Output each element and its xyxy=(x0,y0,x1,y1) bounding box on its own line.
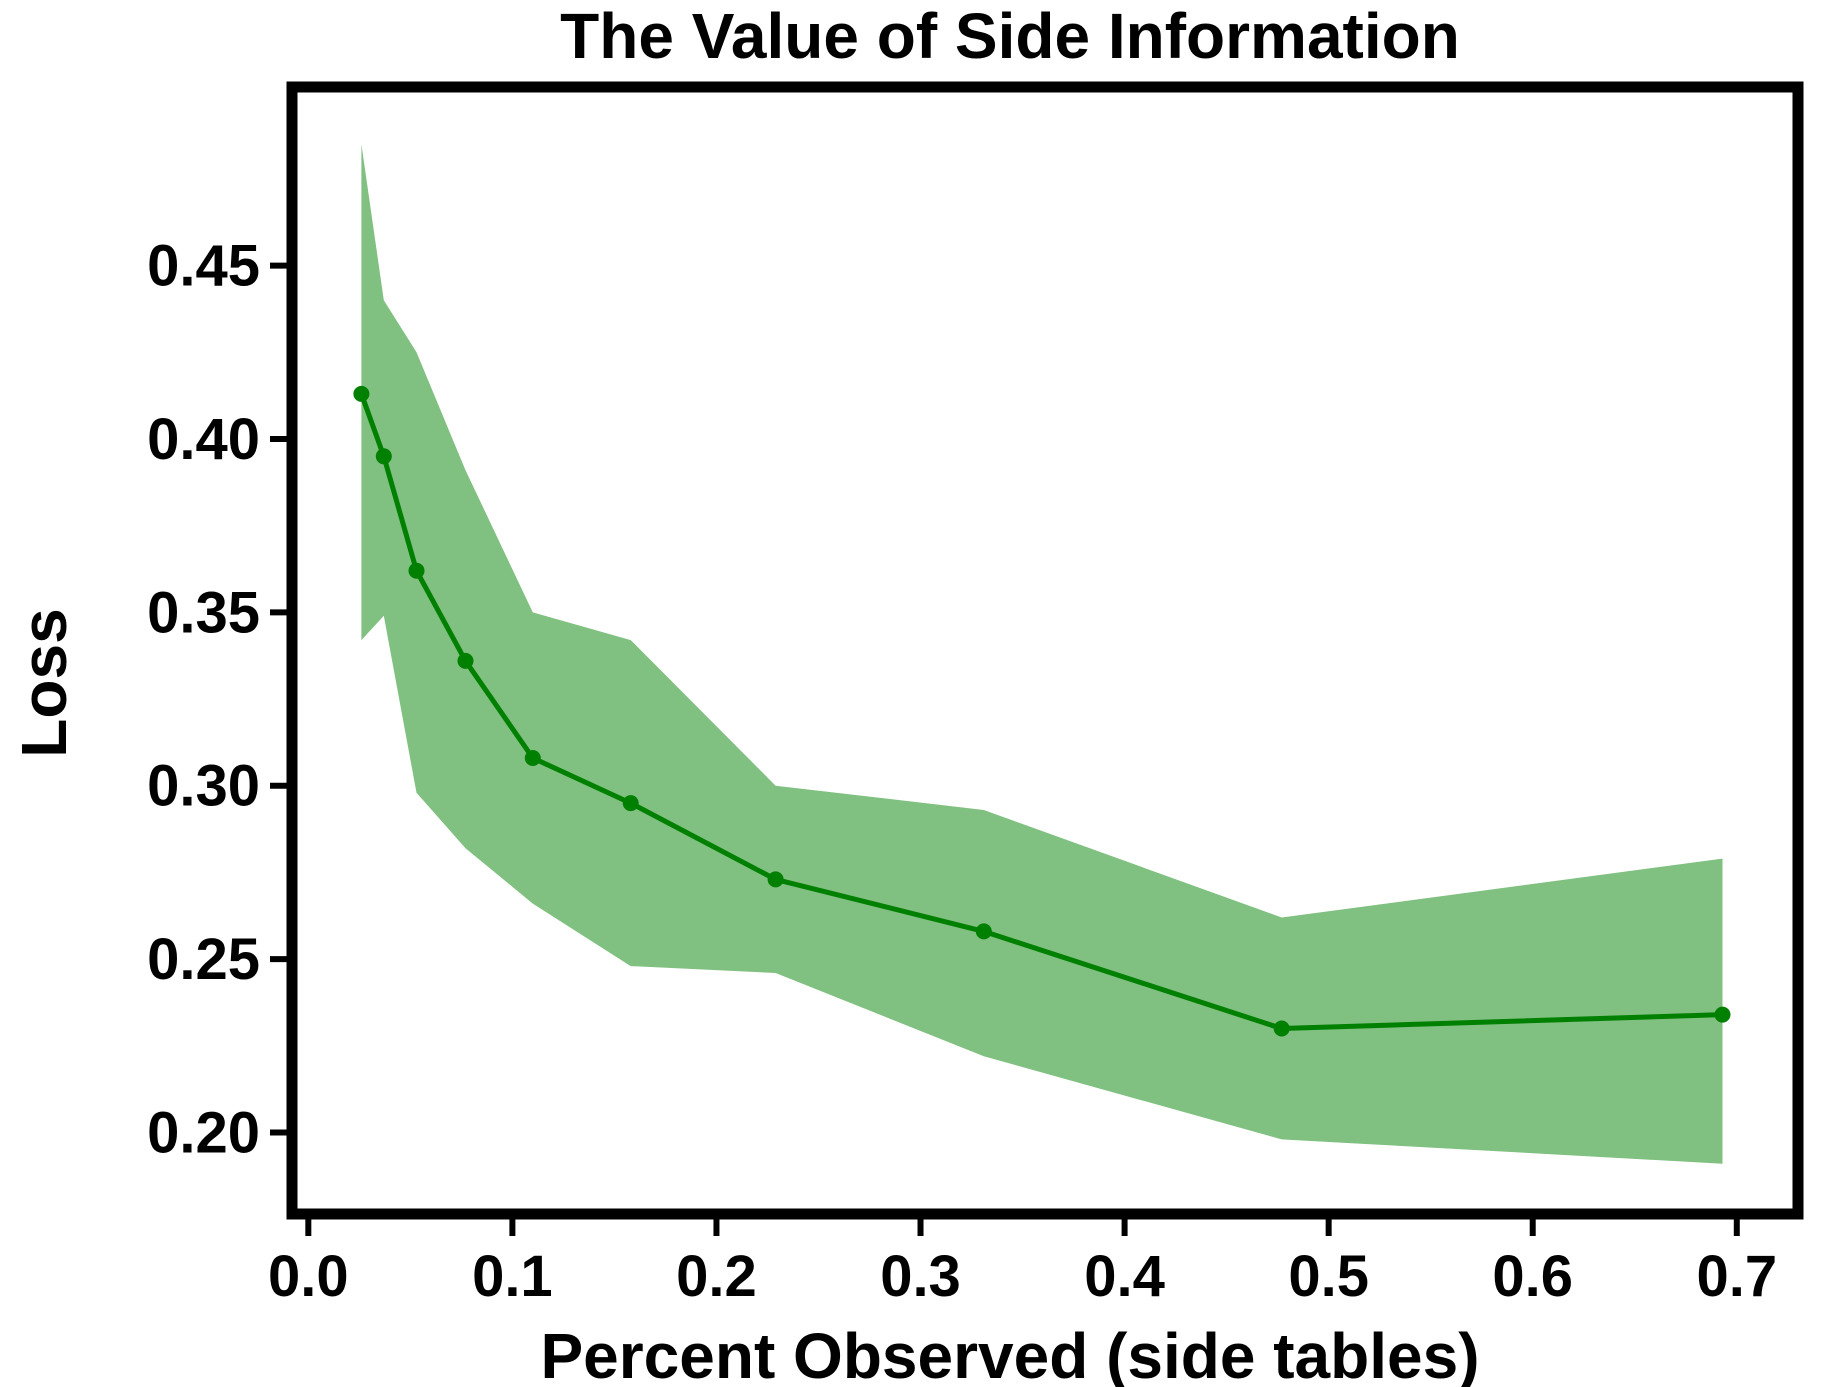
data-point xyxy=(1273,1020,1290,1037)
data-point xyxy=(975,923,992,940)
series-line xyxy=(359,393,1723,1031)
x-tick-label: 0.2 xyxy=(676,1244,757,1309)
x-tick-label: 0.6 xyxy=(1492,1244,1573,1309)
data-point xyxy=(457,652,474,669)
data-point xyxy=(767,871,784,888)
confidence-band xyxy=(361,144,1723,1164)
y-tick-label: 0.30 xyxy=(147,754,260,819)
data-point xyxy=(622,795,639,812)
data-point xyxy=(408,562,425,579)
x-tick-label: 0.4 xyxy=(1084,1244,1165,1309)
chart-title: The Value of Side Information xyxy=(560,0,1460,72)
y-tick-label: 0.45 xyxy=(147,234,260,299)
data-point xyxy=(375,448,392,465)
x-axis: 0.0 0.1 0.2 0.3 0.4 0.5 0.6 0.7 xyxy=(268,1219,1777,1309)
x-tick-label: 0.5 xyxy=(1288,1244,1369,1309)
y-tick-label: 0.20 xyxy=(147,1101,260,1166)
x-axis-label: Percent Observed (side tables) xyxy=(540,1320,1479,1387)
x-tick-label: 0.7 xyxy=(1696,1244,1777,1309)
plot-area xyxy=(353,144,1731,1164)
x-tick-label: 0.1 xyxy=(472,1244,553,1309)
x-tick-label: 0.0 xyxy=(268,1244,349,1309)
y-tick-label: 0.35 xyxy=(147,580,260,645)
y-axis: 0.20 0.25 0.30 0.35 0.40 0.45 xyxy=(147,234,287,1166)
x-tick-label: 0.3 xyxy=(880,1244,961,1309)
y-axis-label: Loss xyxy=(8,608,80,757)
data-point xyxy=(1714,1006,1731,1023)
y-tick-label: 0.40 xyxy=(147,407,260,472)
y-tick-label: 0.25 xyxy=(147,927,260,992)
plot-frame xyxy=(286,81,1804,1220)
data-point xyxy=(524,750,541,766)
data-point xyxy=(353,385,370,402)
